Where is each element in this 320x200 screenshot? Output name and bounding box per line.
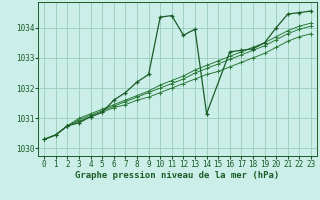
X-axis label: Graphe pression niveau de la mer (hPa): Graphe pression niveau de la mer (hPa) — [76, 171, 280, 180]
